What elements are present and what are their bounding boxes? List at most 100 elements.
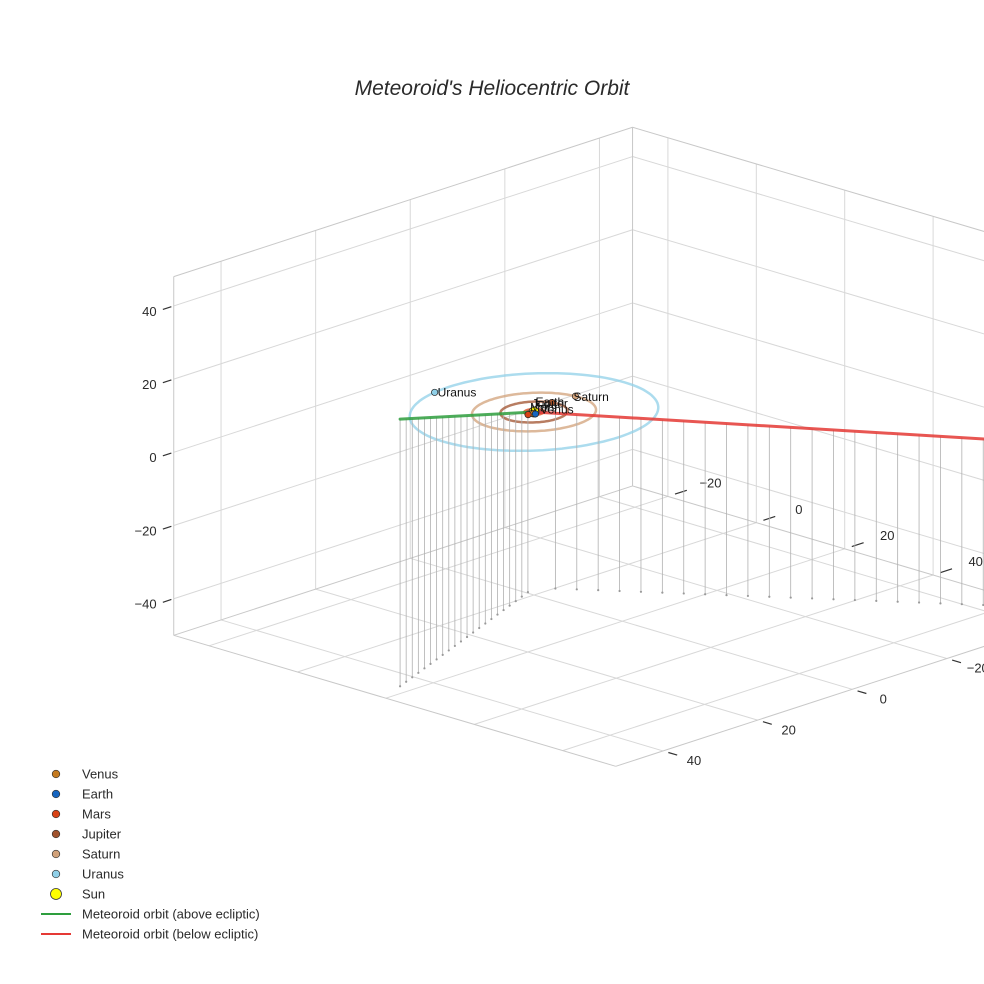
x-tick-label: −20 xyxy=(967,661,984,676)
x-tick-label: 20 xyxy=(781,722,795,737)
legend-marker-swatch xyxy=(51,769,61,779)
uranus-orbit xyxy=(408,371,660,453)
drop-point xyxy=(490,617,493,621)
legend[interactable]: Venus Earth Mars Jupiter Saturn Uranus Sun Mete… xyxy=(41,767,260,942)
z-axis-tick xyxy=(162,525,172,530)
y-axis-tick xyxy=(851,542,864,548)
box-edge xyxy=(615,645,984,767)
drop-lines xyxy=(398,412,984,688)
z-tick-label: −20 xyxy=(135,523,157,538)
sidewall-grid-z-line xyxy=(173,156,633,307)
box-edge xyxy=(632,126,984,232)
chart-title: Meteoroid's Heliocentric Orbit xyxy=(355,77,631,100)
legend-label: Venus xyxy=(82,767,119,782)
z-axis-tick xyxy=(162,452,172,457)
drop-point xyxy=(832,598,835,601)
drop-point xyxy=(502,608,505,612)
z-tick-label: 20 xyxy=(142,377,156,392)
planet-orbits xyxy=(408,371,660,453)
legend-item[interactable]: Sun xyxy=(50,887,106,902)
drop-point xyxy=(447,649,450,652)
drop-point xyxy=(453,644,456,648)
z-axis-tick xyxy=(162,598,172,603)
y-axis-tick xyxy=(940,568,953,574)
x-tick-label: 0 xyxy=(880,691,887,706)
drop-point xyxy=(746,594,750,598)
legend-label: Meteoroid orbit (above ecliptic) xyxy=(82,907,260,922)
drop-point xyxy=(441,653,444,656)
drop-point xyxy=(896,600,899,603)
legend-label: Earth xyxy=(82,787,113,802)
drop-point xyxy=(618,589,621,593)
legend-item[interactable]: Meteoroid orbit (above ecliptic) xyxy=(41,907,260,922)
legend-item[interactable]: Earth xyxy=(51,787,113,802)
legend-item[interactable]: Jupiter xyxy=(51,827,122,842)
drop-point xyxy=(405,680,408,683)
drop-point xyxy=(459,640,463,643)
sidewall-grid-z-line xyxy=(173,302,633,453)
drop-point xyxy=(597,589,600,592)
z-tick-label: 40 xyxy=(142,304,156,319)
drop-point xyxy=(520,595,523,598)
legend-marker-swatch xyxy=(51,849,61,859)
legend-item[interactable]: Saturn xyxy=(51,847,120,862)
drop-point xyxy=(789,596,792,599)
drop-point xyxy=(514,600,517,603)
box-edge xyxy=(173,126,633,278)
floor-grid-y-line xyxy=(208,495,669,647)
drop-point xyxy=(661,591,664,594)
legend-label: Mars xyxy=(82,807,111,822)
z-tick-label: 0 xyxy=(149,450,156,465)
floor-grid-y-line xyxy=(385,548,845,699)
drop-point xyxy=(725,593,728,597)
saturn-marker xyxy=(571,392,580,400)
sidewall-grid-z-line xyxy=(173,229,633,380)
drop-point xyxy=(939,602,942,605)
backwall-grid-z-line xyxy=(632,156,984,262)
legend-item[interactable]: Meteoroid orbit (below ecliptic) xyxy=(41,927,258,942)
drop-point xyxy=(478,626,481,630)
y-tick-label: 20 xyxy=(880,528,894,543)
jupiter-orbit xyxy=(499,400,569,424)
floor-grid-x-line xyxy=(599,496,984,612)
y-axis-tick xyxy=(674,489,688,495)
floor-grid-y-line xyxy=(562,612,984,752)
drop-point xyxy=(853,598,856,602)
sidewall-grid-z-line xyxy=(173,375,633,526)
legend-marker-swatch xyxy=(51,829,61,839)
x-tick-label: 40 xyxy=(687,753,701,768)
legend-marker-swatch xyxy=(51,809,61,819)
jupiter-label: Jupiter xyxy=(532,397,568,411)
legend-label: Sun xyxy=(82,887,105,902)
drop-point xyxy=(423,667,426,670)
drop-point xyxy=(875,599,878,602)
jupiter-marker xyxy=(548,398,556,407)
drop-point xyxy=(526,591,530,594)
floor-grid-x-line xyxy=(410,557,853,690)
legend-marker-swatch xyxy=(51,789,61,799)
drop-point xyxy=(810,597,814,600)
drop-point xyxy=(411,676,414,679)
saturn-orbit xyxy=(470,391,598,433)
drop-point xyxy=(554,587,557,590)
backwall-grid-z-line xyxy=(632,375,984,481)
drop-point xyxy=(639,590,643,593)
venus-label: Venus xyxy=(540,402,573,416)
drop-point xyxy=(682,592,685,595)
y-tick-label: 0 xyxy=(795,502,802,517)
drop-point xyxy=(496,613,499,616)
z-axis-tick xyxy=(162,379,172,384)
legend-item[interactable]: Venus xyxy=(51,767,119,782)
drop-point xyxy=(435,658,438,661)
backwall-grid-z-line xyxy=(632,448,984,555)
x-axis-tick xyxy=(668,751,678,756)
meteoroid-above-line xyxy=(398,410,536,421)
z-axis-tick xyxy=(162,306,172,311)
legend-item[interactable]: Mars xyxy=(51,807,111,822)
floor-grid-x-line xyxy=(220,619,664,752)
drop-point xyxy=(484,622,487,625)
legend-item[interactable]: Uranus xyxy=(51,867,124,882)
meteoroid-trajectories xyxy=(398,410,984,441)
uranus-label: Uranus xyxy=(438,385,477,399)
